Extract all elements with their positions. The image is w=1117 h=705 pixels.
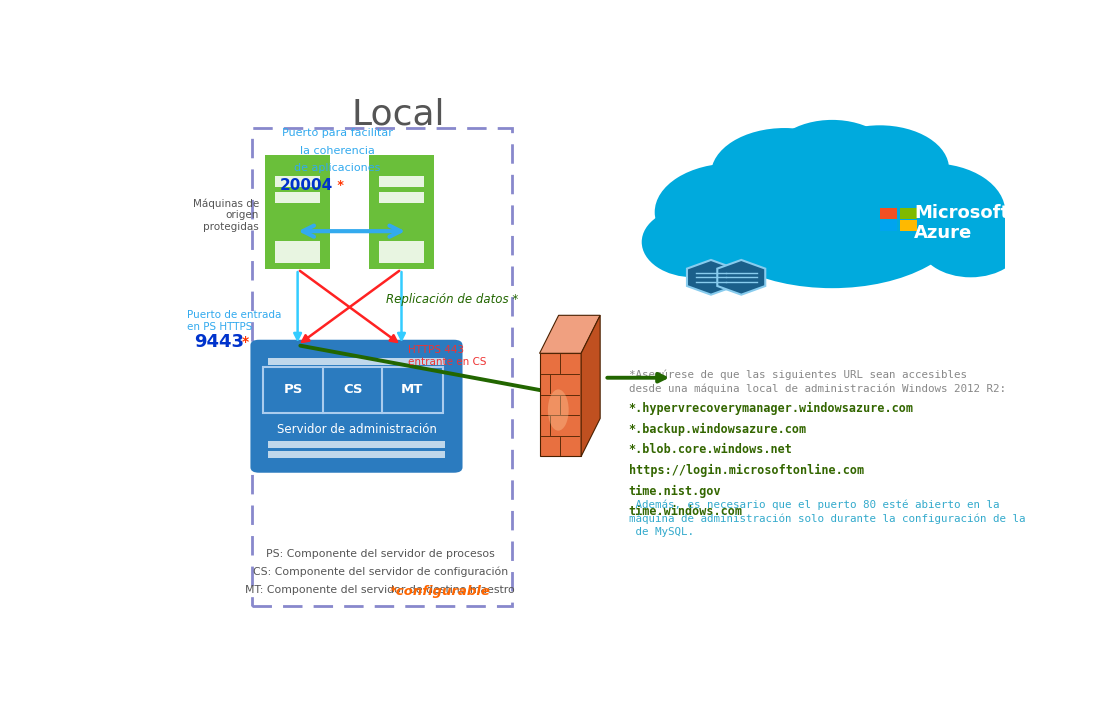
FancyBboxPatch shape	[250, 340, 462, 473]
Text: Servidor de administración: Servidor de administración	[277, 423, 437, 436]
FancyBboxPatch shape	[379, 240, 424, 252]
Text: 20004: 20004	[279, 178, 333, 193]
Text: time.nist.gov: time.nist.gov	[629, 484, 722, 498]
FancyBboxPatch shape	[899, 208, 917, 219]
FancyBboxPatch shape	[275, 192, 321, 203]
FancyBboxPatch shape	[265, 155, 331, 269]
FancyBboxPatch shape	[379, 192, 424, 203]
Ellipse shape	[547, 389, 569, 431]
FancyBboxPatch shape	[275, 252, 321, 264]
FancyBboxPatch shape	[880, 208, 897, 219]
FancyBboxPatch shape	[369, 155, 435, 269]
Text: MT: MT	[401, 384, 423, 396]
Ellipse shape	[811, 125, 949, 212]
Text: de aplicaciones: de aplicaciones	[294, 163, 380, 173]
Text: *: *	[241, 336, 249, 350]
Text: Puerto para facilitar: Puerto para facilitar	[281, 128, 392, 138]
Text: https://login.microsoftonline.com: https://login.microsoftonline.com	[629, 464, 863, 477]
Text: *: *	[333, 179, 344, 192]
FancyBboxPatch shape	[379, 176, 424, 187]
Text: HTTPS 443
entrante en CS: HTTPS 443 entrante en CS	[408, 345, 487, 367]
Text: Microsoft
Azure: Microsoft Azure	[915, 204, 1010, 242]
Ellipse shape	[712, 128, 858, 220]
Ellipse shape	[698, 142, 966, 288]
Text: la coherencia: la coherencia	[299, 146, 374, 156]
FancyBboxPatch shape	[268, 358, 446, 364]
Polygon shape	[540, 353, 581, 456]
Text: time.windows.com: time.windows.com	[629, 505, 743, 518]
Polygon shape	[581, 315, 600, 456]
Ellipse shape	[858, 164, 1005, 261]
Text: MT: Componente del servidor de destino maestro: MT: Componente del servidor de destino m…	[246, 584, 515, 594]
Text: CS: Componente del servidor de configuración: CS: Componente del servidor de configura…	[252, 567, 508, 577]
Ellipse shape	[655, 164, 811, 261]
Polygon shape	[717, 260, 765, 295]
Ellipse shape	[641, 207, 746, 277]
Text: *.hypervrecoverymanager.windowsazure.com: *.hypervrecoverymanager.windowsazure.com	[629, 402, 914, 415]
Text: *configurable: *configurable	[390, 584, 490, 598]
Text: *.backup.windowsazure.com: *.backup.windowsazure.com	[629, 423, 806, 436]
Ellipse shape	[918, 207, 1023, 277]
FancyBboxPatch shape	[899, 220, 917, 231]
FancyBboxPatch shape	[264, 367, 324, 412]
Polygon shape	[540, 315, 600, 353]
Ellipse shape	[767, 120, 897, 207]
Text: Blob de almacenamiento: Blob de almacenamiento	[659, 303, 789, 313]
Text: *.blob.core.windows.net: *.blob.core.windows.net	[629, 443, 793, 456]
Text: *Asegúrese de que las siguientes URL sean accesibles
desde una máquina local de : *Asegúrese de que las siguientes URL sea…	[629, 369, 1005, 394]
Text: Replicación de datos *: Replicación de datos *	[386, 293, 518, 305]
FancyBboxPatch shape	[382, 367, 442, 412]
FancyBboxPatch shape	[880, 220, 897, 231]
Text: Máquinas de
origen
protegidas: Máquinas de origen protegidas	[193, 198, 259, 232]
Text: PS: Componente del servidor de procesos: PS: Componente del servidor de procesos	[266, 548, 495, 559]
FancyBboxPatch shape	[268, 450, 446, 458]
Text: 9443: 9443	[194, 333, 245, 352]
FancyBboxPatch shape	[275, 240, 321, 252]
Polygon shape	[687, 260, 735, 295]
Text: CS: CS	[343, 384, 363, 396]
FancyBboxPatch shape	[379, 252, 424, 264]
Text: PS: PS	[284, 384, 304, 396]
FancyBboxPatch shape	[268, 441, 446, 448]
FancyBboxPatch shape	[323, 367, 383, 412]
Text: Puerto de entrada
en PS HTTPS: Puerto de entrada en PS HTTPS	[188, 310, 281, 331]
Text: Además, es necesario que el puerto 80 esté abierto en la
máquina de administraci: Además, es necesario que el puerto 80 es…	[629, 500, 1025, 537]
Text: Local: Local	[352, 97, 446, 131]
FancyBboxPatch shape	[275, 176, 321, 187]
